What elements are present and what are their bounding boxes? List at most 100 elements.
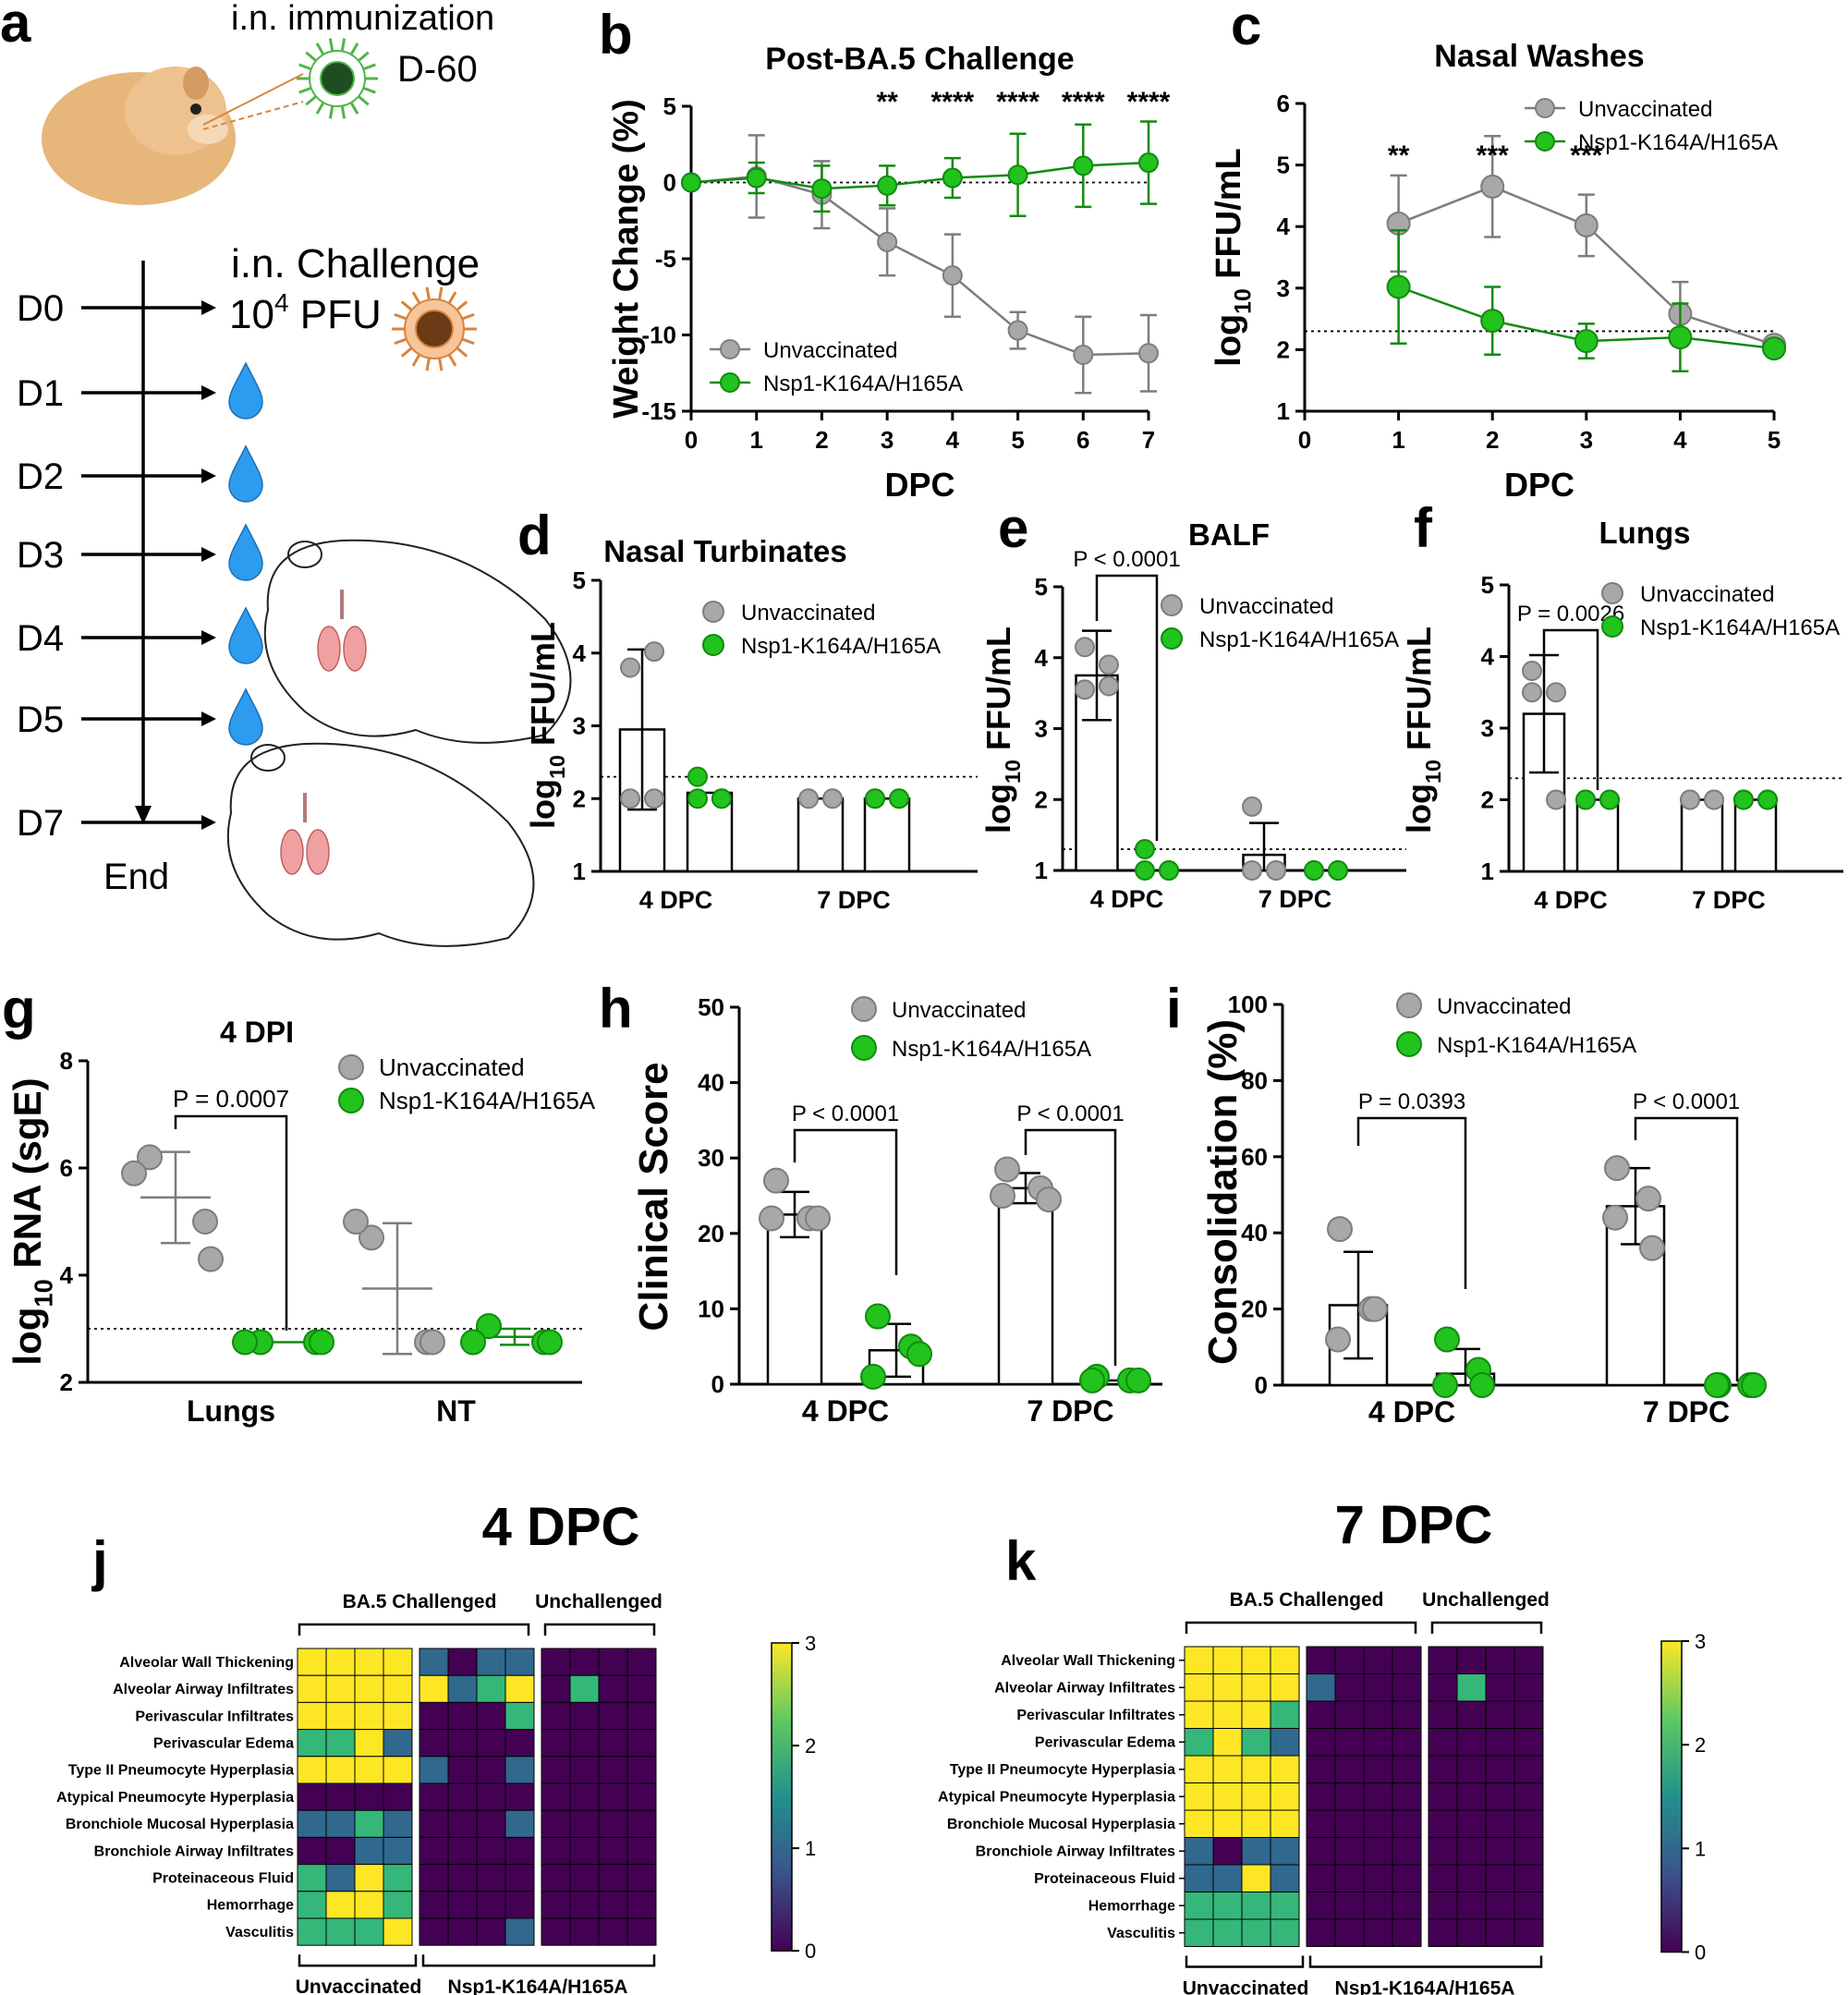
heatmap-cell: [598, 1917, 628, 1946]
category-label: 4 DPC: [1368, 1395, 1455, 1429]
ylabel-main: log: [1400, 784, 1438, 833]
heatmap-cell: [541, 1864, 571, 1892]
water-drop-icon: [228, 444, 263, 503]
data-point: [232, 1329, 258, 1356]
heatmap-cell: [1241, 1809, 1271, 1838]
legend-text: Unvaccinated: [1437, 994, 1571, 1019]
significance-label: **: [876, 87, 898, 117]
y-tick-label: 4: [1481, 643, 1495, 671]
y-tick-label: 6: [60, 1154, 73, 1182]
spike: [328, 38, 334, 52]
category-label: 7 DPC: [1692, 886, 1766, 914]
heatmap-cell: [325, 1674, 356, 1703]
water-drop-icon: [228, 606, 263, 664]
data-point: [1469, 1372, 1495, 1398]
data-point: [1599, 789, 1620, 810]
heatmap-cell: [1270, 1646, 1300, 1674]
data-point: [1432, 1372, 1458, 1398]
heatmap-cell: [297, 1864, 327, 1892]
hamster-icon: [42, 67, 236, 205]
significance-label: ****: [1127, 87, 1171, 117]
significance-bracket: [1542, 628, 1599, 790]
day-arrowhead: [201, 630, 216, 645]
y-tick-label: 3: [1035, 715, 1048, 743]
heatmap-cell: [383, 1674, 413, 1703]
spike: [447, 291, 457, 305]
row-label: Alveolar Airway Infiltrates: [994, 1681, 1175, 1697]
data-point: [1604, 1155, 1630, 1182]
y-tick-label: 40: [1241, 1219, 1268, 1247]
heatmap-cell: [1485, 1646, 1515, 1674]
spike: [340, 105, 346, 119]
legend-text: Unvaccinated: [741, 601, 875, 626]
group-label: BA.5 Challenged: [343, 1591, 497, 1612]
heatmap-cell: [1270, 1809, 1300, 1838]
heatmap-cell: [1485, 1864, 1515, 1892]
y-tick-label: 40: [698, 1069, 724, 1097]
heatmap-cell: [1392, 1809, 1422, 1838]
significance-label: ***: [1570, 140, 1602, 171]
heatmap-cell: [297, 1648, 327, 1676]
x-tick-label: 0: [685, 426, 698, 454]
data-point: [1242, 860, 1262, 881]
x-tick-label: 0: [1298, 426, 1311, 454]
heatmap-cell: [476, 1864, 506, 1892]
heatmap-cell: [1334, 1864, 1365, 1892]
heatmap-cell: [1363, 1728, 1393, 1757]
heatmap-cell: [1363, 1809, 1393, 1838]
virus-icon: [297, 38, 378, 119]
heatmap-cell: [1306, 1837, 1336, 1866]
y-tick-label: 30: [698, 1144, 724, 1172]
ylabel-tail: FFU/mL: [979, 626, 1017, 760]
significance-bracket: [174, 1114, 288, 1331]
heatmap-cell: [447, 1917, 478, 1946]
day-tick-label: D4: [17, 618, 64, 659]
data-point: [343, 1209, 369, 1235]
heatmap-cell: [1456, 1646, 1487, 1674]
hamster-outline-icon: [226, 742, 535, 947]
heatmap-cell: [419, 1836, 449, 1866]
panel-letter-j: j: [91, 1530, 108, 1592]
heatmap-cell: [505, 1782, 535, 1811]
panel-letter-c: c: [1231, 0, 1261, 56]
challenge-label: i.n. Challenge: [231, 241, 480, 286]
heatmap-cell: [1392, 1892, 1422, 1920]
data-point: [309, 1329, 334, 1356]
heatmap-cell: [1241, 1892, 1271, 1920]
ylabel-main: log: [6, 1308, 49, 1366]
spike: [394, 337, 407, 346]
heatmap-cell: [598, 1891, 628, 1919]
lung-right: [306, 829, 330, 875]
data-point: [889, 788, 909, 809]
heatmap-cell: [1212, 1809, 1243, 1838]
connector: [202, 101, 304, 130]
heatmap-cell: [1428, 1700, 1458, 1729]
legend-text: Unvaccinated: [379, 1053, 525, 1081]
y-tick-label: 1: [573, 858, 586, 885]
row-label: Proteinaceous Fluid: [152, 1870, 294, 1886]
y-tick-label: 4: [573, 639, 587, 667]
y-tick-label: 5: [1481, 571, 1494, 599]
heatmap-cell: [626, 1891, 657, 1919]
data-point: [1138, 152, 1159, 174]
significance-label: ****: [1062, 87, 1105, 117]
data-point: [1546, 682, 1566, 703]
heatmap-cell: [1428, 1646, 1458, 1674]
heatmap-cell: [1363, 1646, 1393, 1674]
panel-letter-a: a: [0, 0, 31, 54]
y-tick-label: 6: [1277, 90, 1290, 117]
y-tick-label: 60: [1241, 1143, 1268, 1171]
heatmap-cell: [541, 1782, 571, 1811]
data-point: [1602, 1204, 1628, 1231]
heatmap-cell: [1428, 1673, 1458, 1702]
data-point: [711, 788, 732, 809]
group-label: Unvaccinated: [1183, 1978, 1309, 1995]
heatmap-cell: [569, 1729, 600, 1758]
heatmap-cell: [1334, 1673, 1365, 1702]
significance-bracket: [1634, 1116, 1739, 1381]
heatmap-title: 7 DPC: [1335, 1495, 1493, 1555]
y-axis-label: Consolidation (%): [1200, 1019, 1246, 1365]
data-point: [1733, 789, 1754, 810]
y-tick-label: 1: [1035, 857, 1048, 884]
